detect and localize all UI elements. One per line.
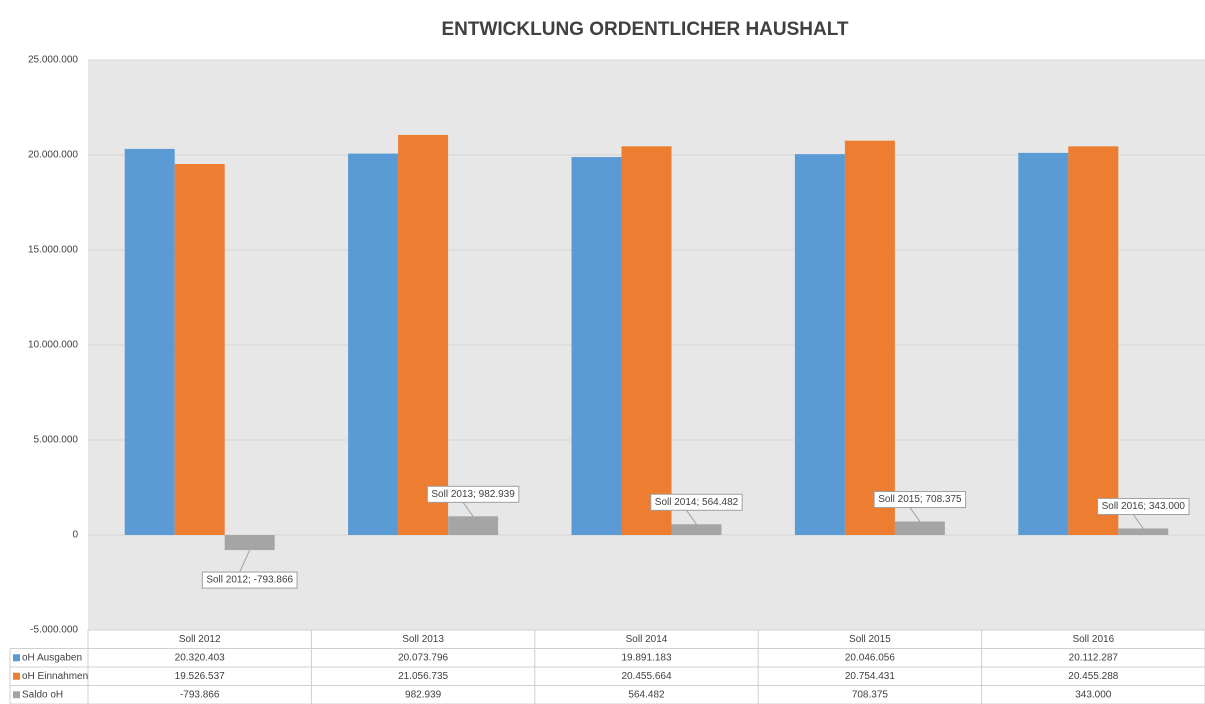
data-label: Soll 2016; 343.000: [1102, 501, 1186, 512]
y-tick-label: 10.000.000: [28, 340, 78, 351]
leader-line: [909, 507, 921, 522]
bar: [894, 521, 945, 535]
data-label-box: [873, 491, 967, 509]
y-tick-label: 25.000.000: [28, 55, 78, 66]
bar: [671, 524, 722, 535]
table-cell: 708.375: [852, 689, 889, 700]
table-header: Soll 2016: [1072, 634, 1114, 645]
data-label-box: [650, 493, 743, 511]
legend-key: [13, 672, 20, 680]
legend-label: Saldo oH: [22, 689, 63, 700]
data-label: Soll 2015; 708.375: [878, 494, 962, 505]
table-cell: 20.754.431: [845, 671, 895, 682]
bar: [348, 153, 399, 535]
bar: [1068, 146, 1119, 535]
table-cell: 19.891.183: [621, 652, 671, 663]
table-cell: 19.526.537: [175, 671, 225, 682]
bar: [448, 516, 499, 535]
table-cell: 20.455.664: [621, 671, 671, 682]
legend-label: oH Einnahmen: [22, 671, 88, 682]
legend-key: [13, 654, 20, 662]
y-tick-label: 15.000.000: [28, 245, 78, 256]
data-label: Soll 2012; -793.866: [206, 575, 293, 586]
bar: [398, 134, 449, 535]
y-tick-label: 0: [72, 530, 78, 541]
table-cell: 982.939: [405, 689, 442, 700]
table-header: Soll 2012: [179, 634, 221, 645]
table-cell: 564.482: [628, 689, 665, 700]
table-cell: 343.000: [1075, 689, 1112, 700]
table-cell: 21.056.735: [398, 671, 448, 682]
bar: [571, 157, 622, 536]
legend-key: [13, 691, 20, 699]
bar: [844, 140, 895, 535]
y-tick-label: 20.000.000: [28, 150, 78, 161]
table-cell: 20.455.288: [1068, 671, 1118, 682]
table-header: Soll 2013: [402, 634, 444, 645]
table-cell: 20.112.287: [1069, 652, 1119, 663]
table-cell: 20.320.403: [175, 652, 225, 663]
leader-line: [462, 502, 474, 517]
table-cell: 20.073.796: [398, 652, 448, 663]
table-header: Soll 2014: [626, 634, 668, 645]
bar: [794, 154, 845, 535]
table-cell: -793.866: [180, 689, 220, 700]
y-tick-label: 5.000.000: [34, 435, 79, 446]
leader-line: [239, 549, 251, 573]
bar: [621, 146, 672, 535]
leader-line: [686, 509, 697, 525]
table-cell: 20.046.056: [845, 652, 895, 663]
bar: [224, 535, 275, 551]
bar: [174, 163, 225, 536]
data-label-box: [201, 571, 298, 589]
chart-title: ENTWICKLUNG ORDENTLICHER HAUSHALT: [441, 19, 848, 40]
leader-line: [1132, 514, 1144, 529]
data-label: Soll 2014; 564.482: [655, 497, 739, 508]
y-tick-label: -5.000.000: [30, 625, 78, 636]
data-label: Soll 2013; 982.939: [431, 489, 515, 500]
table-header: Soll 2015: [849, 634, 891, 645]
data-label-box: [426, 485, 520, 503]
data-label-box: [1097, 497, 1190, 515]
bar: [1018, 152, 1069, 535]
legend-label: oH Ausgaben: [22, 652, 82, 663]
bar: [1118, 528, 1169, 535]
bar: [124, 148, 175, 535]
